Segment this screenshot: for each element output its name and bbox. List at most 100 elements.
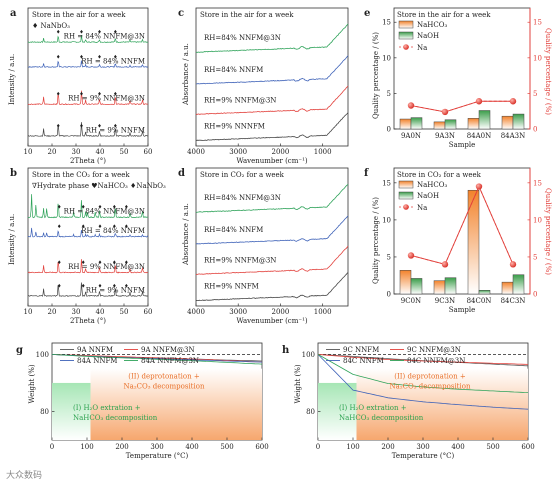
y-tick-label-right: 15 (533, 19, 542, 27)
series-label: RH = 9% NNFM (86, 286, 145, 294)
watermark: 大众数码 (6, 471, 43, 481)
panel-title: Store in the air for a week (397, 11, 491, 19)
bar-nahco3 (433, 121, 446, 130)
peak-marker: ♦ (98, 260, 102, 266)
y-axis-label: Absorbance / a.u. (182, 203, 190, 266)
x-tick-label: 9A3N (435, 132, 455, 140)
x-tick-label: 50 (120, 148, 129, 156)
ftir-spectrum (195, 23, 349, 53)
ftir-spectrum (195, 183, 349, 213)
annotation-i: NaHCO₃ decomposition (73, 414, 158, 422)
x-tick-label: 600 (255, 443, 268, 451)
annotation-i: NaHCO₃ decomposition (339, 414, 424, 422)
series-label: RH=84% NNFM (204, 226, 263, 234)
y-axis-label: Weight (%) (294, 364, 302, 403)
xrd-pattern (27, 60, 149, 68)
x-tick-label: 1000 (314, 148, 332, 156)
bar-nahco3 (433, 280, 446, 295)
y-tick-label-right: 15 (533, 179, 542, 187)
x-tick-label: 10 (24, 148, 33, 156)
peak-marker: ♦ (124, 224, 128, 230)
x-axis-label: Wavenumber (cm⁻¹) (236, 157, 307, 165)
series-label: RH=84% NNFM@3N (204, 194, 281, 202)
legend-swatch-naoh (398, 191, 414, 200)
xrd-pattern (27, 227, 149, 238)
panel-letter: d (178, 168, 185, 179)
x-tick-label: 500 (220, 443, 233, 451)
tga-curve (51, 354, 263, 365)
x-axis-label: 2Theta (°) (70, 157, 106, 165)
na-point (475, 183, 483, 190)
peak-marker: ♦ (112, 205, 116, 211)
x-tick-label: 600 (521, 443, 534, 451)
ftir-spectrum (195, 272, 349, 302)
bar-naoh (410, 117, 423, 130)
legend-label: 9C NNFM (343, 346, 379, 354)
na-point (441, 261, 449, 268)
peak-marker: ♦ (56, 54, 60, 60)
peak-marker: ♦ (57, 224, 61, 230)
x-tick-label: 100 (80, 443, 93, 451)
tga-curve (317, 354, 529, 410)
x-tick-label: 0 (50, 443, 54, 451)
x-axis-label: Temperature (°C) (392, 452, 455, 460)
peak-marker: ♦ (113, 54, 117, 60)
series-label: RH=84% NNFM@3N (204, 34, 281, 42)
series-label: RH=9% NNFM@3N (204, 256, 276, 264)
bar-naoh (478, 290, 491, 295)
y-tick-label: 15 (382, 19, 391, 27)
legend-label: NaOH (417, 192, 439, 200)
peak-marker: ♦ (112, 260, 116, 266)
panel-title: Store in CO₂ for a week (397, 171, 482, 179)
legend-label: 84A NNFM (77, 357, 117, 365)
series-label: RH=9% NNFM@3N (204, 96, 276, 104)
ftir-spectrum (195, 215, 349, 245)
x-tick-label: 10 (24, 308, 33, 316)
x-tick-label: 100 (346, 443, 359, 451)
panel-title: Store in CO₂ for a week (200, 171, 285, 179)
x-tick-label: 60 (144, 148, 153, 156)
peak-marker: ♦ (112, 283, 116, 289)
y-tick-label: 0 (387, 291, 391, 299)
na-point (407, 102, 415, 109)
legend-point-na (403, 44, 409, 50)
bar-naoh (444, 277, 457, 295)
peak-marker: ♦ (113, 30, 117, 36)
y-tick-label: 80 (40, 408, 49, 416)
y-axis-label: Weight (%) (28, 364, 36, 403)
x-tick-label: 200 (381, 443, 394, 451)
legend-label: NaHCO₃ (417, 181, 447, 189)
y-tick-label-right: 5 (533, 253, 537, 261)
peak-marker: ♦ (97, 30, 101, 36)
x-tick-label: 4000 (187, 308, 205, 316)
x-tick-label: 500 (486, 443, 499, 451)
peak-marker: ♦ (79, 92, 83, 98)
plot-frame (393, 167, 531, 295)
legend-point-na (403, 204, 409, 210)
x-tick-label: 2000 (272, 308, 290, 316)
series-label: RH = 9% NNFM@3N (68, 95, 145, 103)
plot-frame (27, 167, 149, 307)
panel-letter: a (10, 8, 17, 19)
legend-label: Na (417, 44, 427, 52)
bar-nahco3 (501, 281, 514, 295)
y-tick-label-right: 10 (533, 216, 542, 224)
peak-marker: ♦ (79, 54, 83, 60)
bar-naoh (478, 110, 491, 130)
panel-title: Store in the air for a week (200, 11, 294, 19)
peak-marker: ♦ (97, 54, 101, 60)
bar-naoh (512, 113, 525, 130)
y-tick-label-right: 0 (533, 291, 537, 299)
series-label: RH = 9% NNFM@3N (68, 263, 145, 271)
xrd-pattern (28, 282, 149, 297)
x-tick-label: 40 (96, 148, 105, 156)
y-tick-label: 100 (36, 351, 49, 359)
x-tick-label: 84C3N (501, 297, 526, 305)
y-axis-label-right: Quality percentage / (%) (544, 28, 552, 115)
x-tick-label: 300 (416, 443, 429, 451)
legend-label: NaOH (417, 32, 439, 40)
bar-naoh (444, 119, 457, 130)
peak-marker: ♦ (98, 283, 102, 289)
bar-nahco3 (467, 118, 480, 130)
